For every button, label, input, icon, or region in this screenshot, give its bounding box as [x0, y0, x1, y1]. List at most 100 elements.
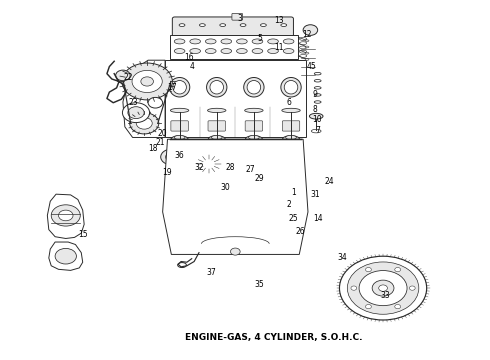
FancyBboxPatch shape	[172, 17, 294, 36]
Ellipse shape	[299, 42, 307, 45]
Circle shape	[347, 262, 419, 314]
Circle shape	[161, 149, 182, 165]
Text: 10: 10	[312, 115, 321, 124]
Ellipse shape	[173, 81, 186, 94]
Ellipse shape	[245, 136, 262, 143]
Ellipse shape	[199, 24, 205, 27]
Ellipse shape	[221, 49, 232, 54]
Text: 28: 28	[226, 163, 235, 172]
Ellipse shape	[171, 136, 188, 143]
Circle shape	[116, 70, 130, 81]
Text: 8: 8	[313, 105, 318, 114]
Ellipse shape	[282, 108, 300, 113]
Circle shape	[230, 248, 240, 255]
Text: 26: 26	[296, 227, 306, 236]
Ellipse shape	[174, 49, 185, 54]
Ellipse shape	[268, 39, 278, 44]
FancyBboxPatch shape	[232, 13, 243, 20]
Ellipse shape	[252, 39, 263, 44]
Text: 18: 18	[148, 144, 158, 153]
Text: 14: 14	[313, 215, 322, 224]
FancyBboxPatch shape	[208, 121, 225, 131]
Ellipse shape	[299, 54, 307, 57]
Circle shape	[130, 113, 159, 134]
Text: 5: 5	[257, 34, 262, 43]
Ellipse shape	[305, 52, 309, 54]
Circle shape	[55, 248, 76, 264]
Circle shape	[379, 285, 388, 291]
Circle shape	[128, 107, 144, 118]
Text: 20: 20	[158, 130, 168, 139]
Circle shape	[409, 286, 415, 290]
Circle shape	[132, 71, 162, 93]
Text: 24: 24	[325, 177, 335, 186]
Ellipse shape	[237, 49, 247, 54]
Text: 17: 17	[168, 84, 177, 93]
Text: 19: 19	[163, 168, 172, 177]
Circle shape	[136, 117, 152, 129]
Ellipse shape	[244, 77, 264, 97]
Circle shape	[340, 256, 427, 320]
Text: 2: 2	[286, 200, 291, 209]
Circle shape	[366, 305, 371, 309]
FancyBboxPatch shape	[170, 35, 298, 59]
Text: 22: 22	[124, 73, 133, 82]
Text: 12: 12	[302, 30, 312, 39]
Ellipse shape	[311, 129, 321, 133]
Text: 34: 34	[337, 253, 347, 262]
Ellipse shape	[281, 77, 301, 97]
Ellipse shape	[171, 108, 189, 113]
FancyBboxPatch shape	[245, 121, 263, 131]
Circle shape	[122, 103, 149, 123]
Ellipse shape	[208, 136, 225, 143]
Circle shape	[372, 280, 394, 296]
Ellipse shape	[205, 49, 216, 54]
Text: 27: 27	[245, 165, 255, 174]
Ellipse shape	[287, 138, 295, 141]
Ellipse shape	[237, 39, 247, 44]
FancyBboxPatch shape	[171, 121, 188, 131]
Text: 21: 21	[155, 138, 165, 147]
Text: 1: 1	[291, 188, 296, 197]
Circle shape	[395, 305, 401, 309]
Text: 9: 9	[313, 90, 318, 99]
Ellipse shape	[283, 136, 299, 143]
Ellipse shape	[174, 135, 185, 140]
Circle shape	[122, 63, 172, 100]
Text: 7: 7	[315, 126, 320, 135]
Text: 30: 30	[221, 183, 230, 192]
Text: 11: 11	[274, 42, 284, 51]
Polygon shape	[48, 194, 84, 238]
Text: 35: 35	[255, 280, 265, 289]
Ellipse shape	[170, 77, 190, 97]
Ellipse shape	[305, 59, 309, 60]
FancyBboxPatch shape	[165, 60, 306, 138]
Ellipse shape	[211, 135, 222, 140]
Text: 36: 36	[175, 151, 184, 160]
Text: 15: 15	[78, 230, 88, 239]
Ellipse shape	[252, 49, 263, 54]
Ellipse shape	[240, 24, 246, 27]
Ellipse shape	[261, 24, 267, 27]
Text: 4: 4	[189, 62, 194, 71]
Ellipse shape	[190, 49, 200, 54]
Ellipse shape	[305, 46, 309, 48]
FancyBboxPatch shape	[282, 121, 300, 131]
Text: 33: 33	[381, 291, 391, 300]
Text: 45: 45	[307, 62, 317, 71]
Ellipse shape	[212, 138, 221, 141]
Ellipse shape	[220, 24, 225, 27]
Ellipse shape	[309, 113, 323, 119]
Ellipse shape	[249, 138, 258, 141]
Text: 6: 6	[286, 98, 291, 107]
Circle shape	[166, 153, 177, 161]
Ellipse shape	[299, 37, 307, 40]
Text: 32: 32	[194, 163, 204, 172]
Ellipse shape	[248, 135, 259, 140]
Ellipse shape	[299, 46, 307, 49]
Ellipse shape	[305, 40, 309, 42]
Ellipse shape	[208, 108, 226, 113]
Polygon shape	[163, 139, 308, 255]
Ellipse shape	[268, 49, 278, 54]
Ellipse shape	[205, 39, 216, 44]
